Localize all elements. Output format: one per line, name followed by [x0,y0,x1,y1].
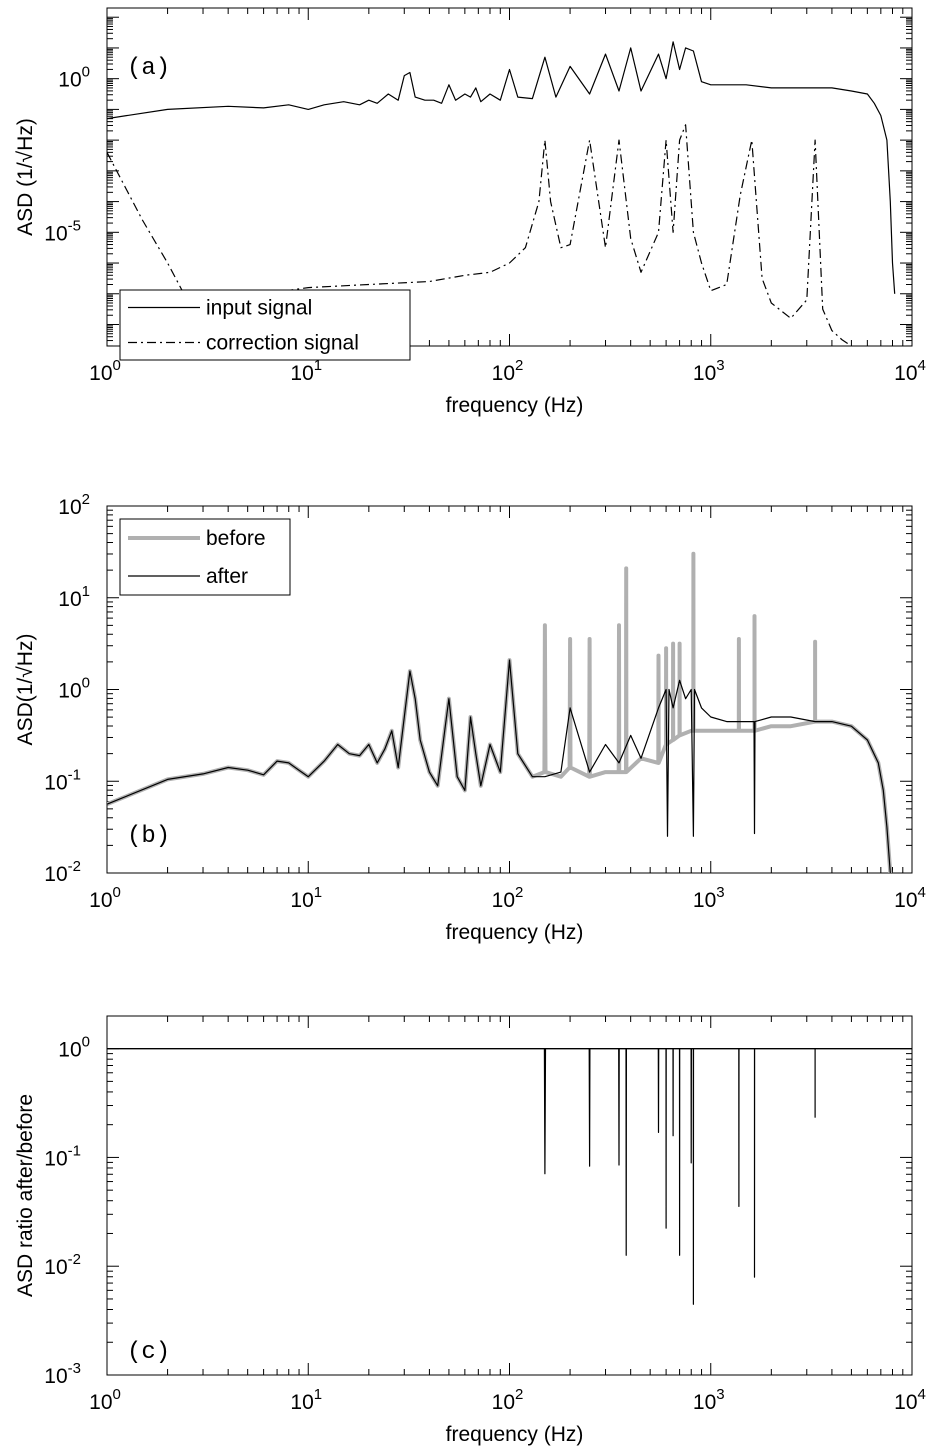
panel-label: (c) [127,1339,170,1366]
y-tick-label: 10-5 [44,217,81,245]
y-axis-label: ASD ratio after/before [14,1094,37,1297]
legend: input signal correction signal [119,289,411,361]
x-tick-label: 102 [492,884,524,912]
y-axis-ticks [107,505,912,874]
series-line-correction-signal [107,124,852,346]
x-axis-ticks [106,506,913,873]
series-group [107,1047,912,1305]
chart-panel-2: 100 101 102 103 104 102 101 100 10-1 10-2 frequenc… [14,491,926,944]
x-axis-ticks [106,1016,913,1375]
x-tick-label: 101 [290,357,322,385]
x-tick-label: 104 [894,1386,926,1414]
panel-label: (b) [127,823,170,850]
x-tick-label: 103 [693,357,725,385]
legend-label: before [206,527,266,550]
y-tick-label: 100 [58,1034,90,1062]
x-tick-label: 103 [693,1386,725,1414]
y-tick-label: 10-2 [44,858,81,886]
plot-frame [106,1015,913,1376]
x-tick-label: 102 [492,357,524,385]
y-tick-label: 10-3 [44,1360,81,1388]
y-axis-ticks [107,1048,912,1376]
y-axis-ticks [107,16,912,347]
x-tick-label: 100 [89,357,121,385]
y-tick-label: 100 [58,64,90,92]
y-axis-label: ASD(1/√Hz) [14,634,37,746]
legend: before after [119,518,291,596]
panel-label: (a) [127,55,170,82]
x-axis-label: frequency (Hz) [446,1423,584,1446]
y-axis-label: ASD (1/√Hz) [14,118,37,236]
series-group [107,551,893,873]
x-tick-label: 100 [89,1386,121,1414]
y-tick-label: 101 [58,583,90,611]
x-axis-label: frequency (Hz) [446,921,584,944]
x-tick-label: 103 [693,884,725,912]
series-group [107,41,896,346]
x-tick-label: 101 [290,884,322,912]
x-tick-label: 104 [894,357,926,385]
x-tick-label: 101 [290,1386,322,1414]
chart-panel-3: 100 101 102 103 104 100 10-1 10-2 10-3 frequency … [14,1015,926,1446]
legend-box [119,518,291,596]
legend-label: correction signal [206,332,359,355]
series-line-before [107,551,893,873]
series-line-input-signal [107,41,896,294]
legend-box [119,289,411,361]
x-axis-label: frequency (Hz) [446,394,584,417]
x-tick-label: 102 [492,1386,524,1414]
y-tick-label: 102 [58,491,90,519]
y-tick-label: 100 [58,675,90,703]
x-tick-label: 100 [89,884,121,912]
y-tick-label: 10-1 [44,1142,81,1170]
y-tick-label: 10-2 [44,1251,81,1279]
y-tick-label: 10-1 [44,766,81,794]
legend-label: after [206,565,248,588]
x-tick-label: 104 [894,884,926,912]
chart-panel-1: 100 101 102 103 104 100 10-5 frequency (Hz) ASD … [14,7,926,417]
series-line-1 [107,1047,912,1305]
legend-label: input signal [206,297,312,320]
series-line-after [107,659,891,873]
